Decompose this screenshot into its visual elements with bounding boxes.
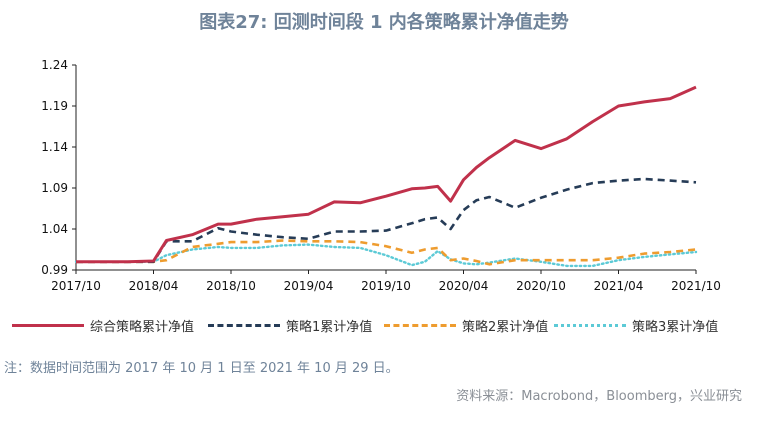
line-chart: 0.99 1.04 1.09 1.14 1.19 1.24 2017/10 2018/04 20… xyxy=(41,58,721,293)
y-tick-label: 1.04 xyxy=(41,222,68,236)
legend-label: 策略1累计净值 xyxy=(286,319,373,335)
x-tick-label: 2018/10 xyxy=(206,279,256,293)
x-tick-label: 2021/04 xyxy=(594,279,644,293)
x-tick-label: 2020/10 xyxy=(516,279,566,293)
series-line-4 xyxy=(74,243,698,268)
legend-swatch xyxy=(208,323,280,327)
source-credit: 资料来源：Macrobond，Bloomberg，兴业研究 xyxy=(456,389,742,404)
y-tick-label: 0.99 xyxy=(41,263,68,277)
x-tick-label: 2018/04 xyxy=(129,279,179,293)
legend-swatch xyxy=(554,323,626,327)
chart-legend: 综合策略累计净值 策略1累计净值 策略2累计净值 策略3累计净值 xyxy=(0,314,768,336)
legend-item-strategy1: 策略1累计净值 xyxy=(208,314,372,336)
legend-item-composite: 综合策略累计净值 xyxy=(12,314,194,336)
y-tick-label: 1.24 xyxy=(41,58,68,72)
series-line-2 xyxy=(76,177,697,264)
x-tick-label: 2019/10 xyxy=(361,279,411,293)
x-tick-label: 2019/04 xyxy=(284,279,334,293)
legend-swatch xyxy=(12,323,84,327)
y-tick-label: 1.19 xyxy=(41,99,68,113)
legend-item-strategy3: 策略3累计净值 xyxy=(554,314,718,336)
legend-label: 策略3累计净值 xyxy=(632,319,719,335)
y-tick-label: 1.14 xyxy=(41,140,68,154)
legend-swatch xyxy=(384,323,456,327)
legend-item-strategy2: 策略2累计净值 xyxy=(384,314,548,336)
footnote: 注：数据时间范围为 2017 年 10 月 1 日至 2021 年 10 月 2… xyxy=(4,361,399,376)
series-line-1 xyxy=(76,85,697,264)
series-layer xyxy=(74,85,698,268)
chart-axes: 0.99 1.04 1.09 1.14 1.19 1.24 2017/10 2018/04 20… xyxy=(41,58,721,293)
x-tick-label: 2020/04 xyxy=(439,279,489,293)
legend-label: 策略2累计净值 xyxy=(462,319,549,335)
x-tick-label: 2021/10 xyxy=(671,279,721,293)
chart-title: 图表27: 回测时间段 1 内各策略累计净值走势 xyxy=(199,12,569,33)
x-tick-label: 2017/10 xyxy=(51,279,101,293)
legend-label: 综合策略累计净值 xyxy=(90,319,195,335)
series-line-3 xyxy=(76,239,697,266)
y-tick-label: 1.09 xyxy=(41,181,68,195)
